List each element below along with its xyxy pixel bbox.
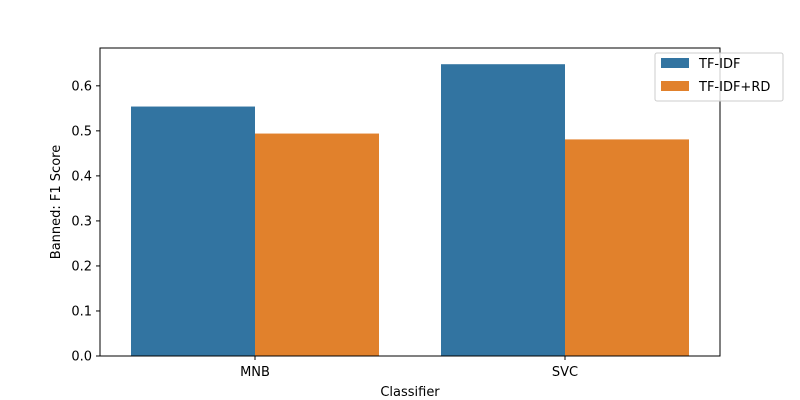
legend-label-tf-idf-rd: TF-IDF+RD [698,80,770,95]
y-tick-label: 0.4 [71,169,92,184]
bar-mnb-tf-idf-rd [255,133,379,356]
y-tick-label: 0.2 [71,259,92,274]
x-axis-label: Classifier [380,385,440,400]
y-tick-label: 0.5 [71,124,92,139]
x-ticks-group: MNB SVC [240,356,578,380]
y-tick-label: 0.6 [71,79,92,94]
bar-svc-tf-idf [441,64,565,357]
legend-swatch-tf-idf-rd [661,81,689,91]
bar-mnb-tf-idf [131,106,255,356]
y-axis-label: Banned: F1 Score [49,145,64,259]
x-tick-label-svc: SVC [552,365,578,380]
y-ticks-group: 0.0 0.1 0.2 0.3 0.4 0.5 0.6 [71,79,100,365]
x-tick-label-mnb: MNB [240,365,270,380]
legend-swatch-tf-idf [661,58,689,68]
y-tick-label: 0.3 [71,214,92,229]
bars-group [131,64,689,357]
legend-label-tf-idf: TF-IDF [698,57,740,72]
bar-svc-tf-idf-rd [565,139,689,356]
y-tick-label: 0.1 [71,304,92,319]
legend: TF-IDF TF-IDF+RD [654,52,784,102]
plot-frame [99,47,721,357]
y-tick-label: 0.0 [71,350,92,365]
